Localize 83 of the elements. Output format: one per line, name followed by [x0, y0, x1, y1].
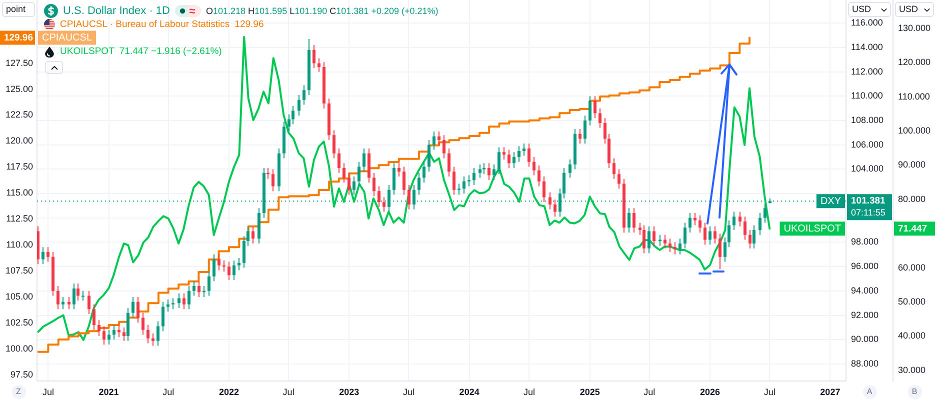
y-axis-title: point [6, 4, 26, 15]
scale-button: Z [12, 385, 26, 399]
y-tick-label: 117.50 [6, 162, 33, 172]
unit-box: point [2, 2, 35, 17]
candlestick [458, 184, 460, 195]
unit-dropdown: USD [848, 2, 891, 17]
y-tick-label: 97.50 [10, 369, 33, 380]
x-tick-label: 2027 [820, 386, 840, 397]
y2-tick-label: 110.000 [851, 90, 883, 101]
y-tick-label: 115.00 [6, 188, 33, 198]
y3-axis-title: USD [899, 4, 918, 15]
candlestick [522, 144, 526, 156]
unit-dropdown: USD [895, 2, 934, 17]
annotation: O101.218 H101.595 L101.190 C101.381 +0.209 (+0.21%) [206, 6, 438, 16]
y2-tick-label: 116.000 [851, 18, 883, 28]
x-tick-label: 2022 [218, 386, 239, 397]
y-tick-label: 105.00 [5, 291, 33, 302]
x-tick-label: 2021 [98, 386, 119, 397]
y-tick-label: 125.00 [5, 84, 33, 94]
y2-tick-label: 108.000 [851, 114, 884, 125]
y-tick-label: 102.50 [5, 317, 33, 328]
candlestick [674, 242, 676, 254]
y3-tick-label: 40.000 [898, 330, 926, 341]
y-tick-label: 107.50 [5, 265, 33, 276]
y3-tick-label: 120.000 [898, 57, 931, 68]
y3-tick-label: 60.000 [898, 262, 926, 272]
scale-button: B [908, 385, 922, 399]
y-tick-label: 129.96 [4, 32, 33, 44]
x-tick-label: Jul [42, 386, 54, 397]
candlestick [202, 286, 206, 298]
annotation: UKOILSPOT [784, 223, 842, 234]
y3-tick-label: 30.000 [898, 364, 926, 375]
text: CPIAUCSL · Bureau of Labour Statistics [60, 19, 230, 30]
x-tick-label: Jul [523, 386, 536, 397]
annotation: CPIAUCSL [42, 32, 92, 44]
x-tick-label: 2026 [700, 386, 720, 397]
y-tick-label: 127.50 [5, 58, 33, 68]
x-tick-label: 2023 [339, 386, 360, 397]
x-tick-label: Jul [162, 386, 174, 397]
text: UKOILSPOT [60, 46, 114, 57]
y3-tick-label: 100.000 [898, 125, 931, 136]
y2-tick-label: 98.000 [851, 236, 879, 247]
annotation: 71.447 −1.916 (−2.61%) [119, 46, 222, 57]
ref-line-label: DXY [820, 196, 842, 207]
x-tick-label: Jul [644, 386, 656, 397]
y2-tick-label: 94.000 [851, 285, 879, 296]
candlestick [468, 175, 470, 186]
candlestick [222, 260, 226, 272]
text: 07:11:55 [851, 208, 886, 218]
candlestick [172, 298, 174, 310]
y3-tick-label: 80.000 [898, 194, 926, 204]
y2-tick-label: 106.000 [851, 139, 884, 150]
y3-tick-label: 50.000 [898, 296, 926, 306]
y2-tick-label: 114.000 [851, 42, 883, 52]
y3-tick-label: 130.000 [898, 22, 931, 33]
y-tick-label: 110.00 [6, 239, 33, 250]
x-tick-label: 2024 [459, 386, 480, 397]
candlestick [658, 234, 662, 246]
y2-tick-label: 112.000 [851, 66, 883, 76]
y3-tick-label: 71.447 [898, 223, 928, 234]
x-tick-label: Jul [402, 386, 414, 397]
y2-tick-label: 101.381 [851, 196, 886, 207]
y-tick-label: 122.50 [5, 110, 33, 120]
y3-tick-label: 90.000 [898, 160, 926, 170]
x-tick-label: Jul [764, 386, 776, 397]
y2-axis-title: USD [852, 4, 872, 15]
annotation: 129.96 [234, 19, 264, 30]
y2-tick-label: 104.000 [851, 164, 884, 174]
y2-tick-label: 92.000 [851, 310, 879, 320]
candlestick [266, 168, 270, 179]
y3-tick-label: 110.000 [898, 91, 930, 102]
y2-tick-label: 96.000 [851, 261, 879, 272]
y-tick-label: 120.00 [5, 136, 33, 146]
candlestick [482, 163, 486, 174]
candlestick [82, 290, 84, 301]
legend-label: U.S. Dollar Index · 1D [63, 4, 170, 18]
y-tick-label: 112.50 [6, 214, 33, 224]
x-tick-label: Jul [282, 386, 294, 397]
y-tick-label: 100.00 [5, 343, 33, 354]
y2-tick-label: 90.000 [851, 334, 879, 344]
y2-tick-label: 88.000 [851, 358, 879, 368]
scale-button: A [862, 385, 876, 399]
x-tick-label: 2025 [580, 386, 600, 397]
